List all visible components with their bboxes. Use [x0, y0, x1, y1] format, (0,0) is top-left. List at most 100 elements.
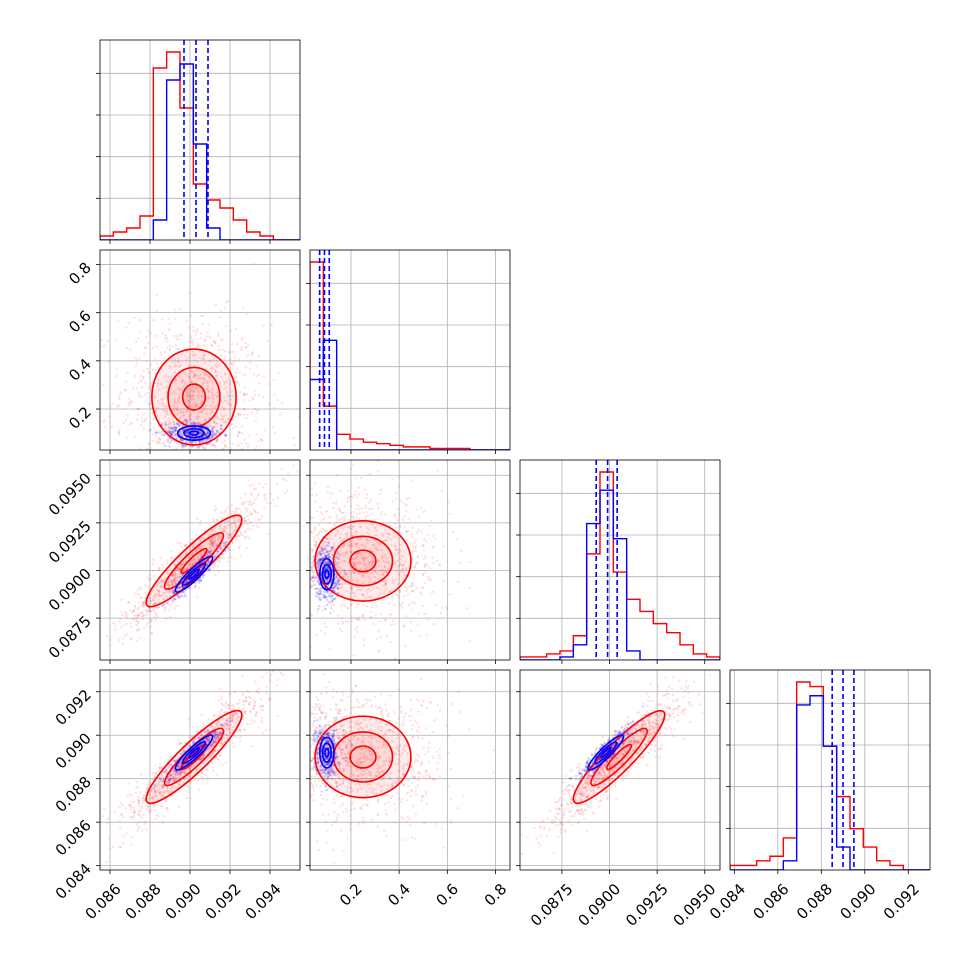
scatter-point	[217, 538, 220, 541]
scatter-point	[161, 332, 165, 335]
scatter-point	[205, 374, 208, 378]
scatter-point	[196, 730, 199, 733]
scatter-point	[234, 416, 237, 419]
scatter-point	[376, 529, 379, 532]
scatter-point	[422, 538, 426, 541]
scatter-point	[368, 596, 372, 599]
scatter-point	[358, 507, 361, 511]
scatter-point	[103, 419, 106, 422]
scatter-point	[160, 579, 164, 583]
scatter-point	[125, 346, 129, 350]
scatter-point	[167, 375, 170, 378]
scatter-point	[181, 751, 184, 754]
scatter-point	[415, 508, 418, 511]
scatter-point	[208, 538, 211, 541]
scatter-point	[181, 443, 184, 447]
scatter-point	[193, 358, 196, 362]
scatter-point	[186, 566, 190, 570]
scatter-point	[111, 402, 114, 405]
scatter-point	[217, 332, 220, 335]
scatter-point	[217, 710, 220, 714]
scatter-point	[366, 493, 369, 496]
scatter-point	[164, 337, 167, 340]
scatter-point	[165, 559, 168, 562]
scatter-point	[155, 782, 159, 786]
scatter-point	[362, 511, 365, 514]
scatter-point	[215, 736, 219, 739]
scatter-point	[211, 396, 214, 399]
scatter-point	[166, 600, 169, 604]
scatter-point	[173, 778, 177, 781]
scatter-point	[331, 587, 335, 590]
scatter-point	[161, 430, 164, 433]
scatter-point	[148, 574, 151, 577]
scatter-point	[97, 845, 99, 847]
scatter-point	[137, 593, 140, 596]
scatter-point	[117, 397, 121, 401]
scatter-point	[230, 526, 234, 529]
scatter-point	[234, 327, 238, 331]
scatter-point	[169, 432, 173, 436]
scatter-point	[262, 494, 266, 497]
scatter-point	[238, 699, 241, 702]
scatter-point	[196, 344, 200, 348]
scatter-point	[323, 578, 327, 581]
scatter-point	[172, 420, 175, 424]
scatter-point	[350, 515, 353, 518]
scatter-point	[371, 587, 375, 590]
scatter-point	[372, 560, 376, 563]
scatter-point	[194, 353, 197, 356]
scatter-point	[333, 597, 337, 600]
scatter-point	[350, 572, 353, 575]
panel-plot-area	[97, 670, 300, 870]
scatter-point	[199, 444, 203, 448]
scatter-point	[168, 583, 172, 587]
panel-1-0: 0.20.40.60.8	[65, 249, 301, 454]
scatter-point	[326, 580, 329, 583]
scatter-point	[180, 573, 184, 576]
scatter-point	[225, 737, 229, 741]
scatter-point	[147, 810, 150, 814]
scatter-point	[244, 709, 248, 713]
scatter-point	[199, 547, 203, 550]
scatter-point	[253, 407, 257, 411]
scatter-point	[247, 518, 250, 521]
scatter-point	[416, 561, 419, 564]
scatter-point	[191, 562, 194, 566]
scatter-point	[235, 343, 239, 346]
y-tick-label: 0.0900	[45, 565, 95, 615]
scatter-point	[173, 413, 177, 416]
scatter-point	[240, 424, 243, 428]
scatter-point	[349, 524, 353, 528]
scatter-point	[154, 619, 157, 622]
scatter-point	[157, 791, 161, 795]
scatter-point	[192, 410, 195, 414]
scatter-point	[224, 433, 227, 436]
scatter-point	[170, 789, 174, 792]
scatter-point	[240, 346, 243, 349]
scatter-point	[198, 440, 201, 443]
scatter-point	[179, 364, 182, 367]
scatter-point	[117, 406, 120, 409]
scatter-point	[229, 329, 232, 333]
scatter-point	[209, 424, 212, 428]
scatter-point	[410, 601, 414, 604]
scatter-point	[198, 540, 202, 543]
scatter-point	[383, 578, 387, 581]
contour-red	[314, 520, 412, 602]
scatter-point	[338, 583, 341, 586]
scatter-point	[242, 408, 246, 411]
scatter-point	[199, 431, 202, 434]
scatter-point	[370, 522, 373, 525]
scatter-point	[212, 554, 215, 557]
scatter-point	[292, 436, 296, 440]
scatter-point	[316, 580, 320, 583]
scatter-point	[389, 640, 392, 644]
scatter-point	[209, 745, 212, 748]
scatter-point	[149, 609, 153, 613]
scatter-point	[150, 632, 153, 635]
scatter-point	[142, 813, 145, 816]
scatter-point	[211, 435, 214, 438]
scatter-point	[199, 336, 203, 339]
scatter-point	[350, 616, 354, 619]
